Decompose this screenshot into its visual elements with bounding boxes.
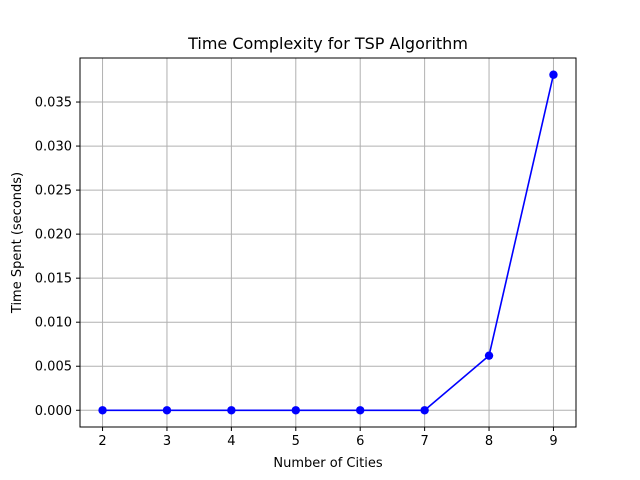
axis-ticks: 2 3 4 5 6 7 8 9 0.000 0.005 0.010 0.015 0.020 0.025 0.… bbox=[35, 96, 558, 449]
data-point bbox=[356, 406, 365, 415]
grid-lines bbox=[80, 58, 576, 427]
data-point bbox=[291, 406, 300, 415]
chart-title: Time Complexity for TSP Algorithm bbox=[187, 34, 468, 53]
data-point bbox=[549, 70, 558, 79]
data-series bbox=[98, 70, 558, 415]
y-tick-label: 0.035 bbox=[35, 96, 72, 111]
x-tick-label: 2 bbox=[98, 434, 106, 449]
x-tick-label: 5 bbox=[292, 434, 300, 449]
y-tick-label: 0.020 bbox=[35, 228, 72, 243]
x-tick-label: 6 bbox=[356, 434, 364, 449]
data-point bbox=[227, 406, 236, 415]
y-axis-label: Time Spent (seconds) bbox=[10, 172, 25, 314]
data-point bbox=[162, 406, 172, 415]
plot-area-frame bbox=[79, 57, 577, 428]
y-tick-label: 0.030 bbox=[35, 140, 72, 155]
y-tick-label: 0.000 bbox=[35, 404, 72, 419]
series-line bbox=[102, 74, 555, 412]
data-point bbox=[98, 406, 107, 415]
x-tick-label: 4 bbox=[227, 434, 235, 449]
x-tick-label: 7 bbox=[420, 434, 428, 449]
y-tick-label: 0.025 bbox=[35, 184, 72, 199]
x-tick-label: 9 bbox=[549, 434, 557, 449]
x-axis-label: Number of Cities bbox=[273, 456, 382, 471]
data-point bbox=[420, 406, 429, 415]
x-tick-label: 3 bbox=[163, 434, 171, 449]
data-point bbox=[484, 351, 494, 360]
y-tick-label: 0.010 bbox=[35, 316, 72, 331]
y-tick-label: 0.015 bbox=[35, 272, 72, 287]
y-tick-label: 0.005 bbox=[35, 360, 72, 375]
x-tick-label: 8 bbox=[485, 434, 493, 449]
